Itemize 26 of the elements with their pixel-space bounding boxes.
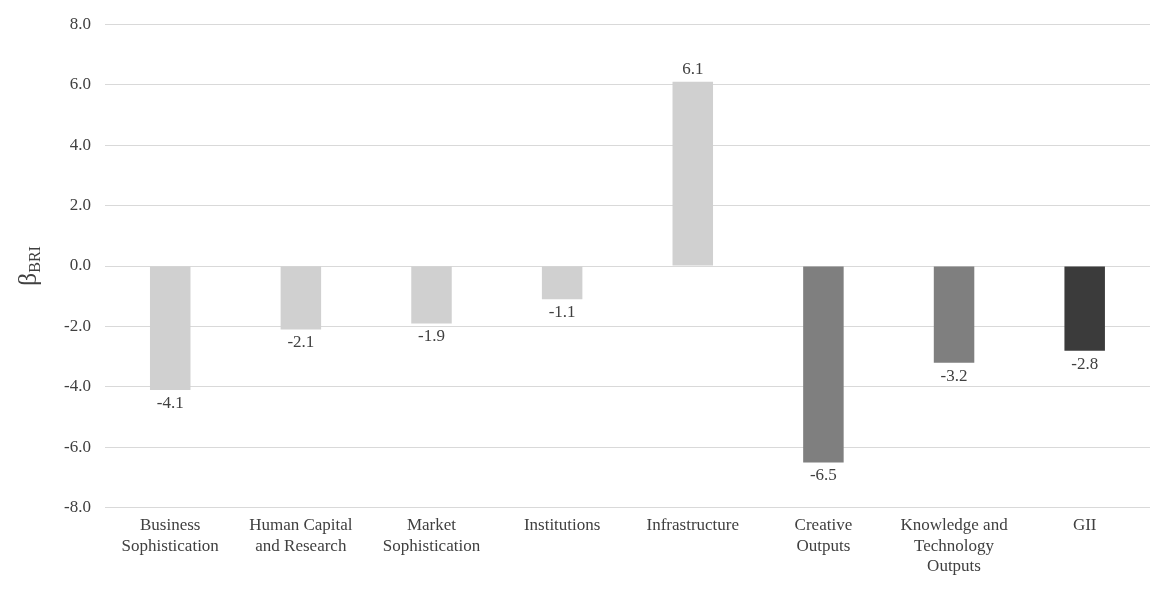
- data-label: 6.1: [682, 58, 704, 78]
- data-label: -2.8: [1071, 353, 1099, 373]
- y-tick-label: 2.0: [69, 195, 91, 215]
- y-tick-label: -8.0: [63, 497, 91, 517]
- x-tick-label: Institutions: [523, 515, 601, 535]
- y-tick-label: 8.0: [69, 13, 91, 33]
- x-tick-label: Knowledge and Technology Outputs: [900, 515, 1009, 576]
- data-label: -4.1: [156, 392, 184, 412]
- x-tick-label: Business Sophistication: [121, 515, 220, 555]
- y-tick-label: 4.0: [69, 134, 91, 154]
- y-tick-label: -2.0: [63, 315, 91, 335]
- y-tick-label: -4.0: [63, 376, 91, 396]
- data-label: -6.5: [809, 465, 837, 485]
- x-tick-label: Human Capital and Research: [249, 515, 353, 555]
- x-tick-label: Creative Outputs: [794, 515, 853, 555]
- data-label: -3.2: [940, 365, 968, 385]
- y-tick-label: 6.0: [69, 74, 91, 94]
- y-tick-label: 0.0: [69, 255, 91, 275]
- data-label: -2.1: [287, 332, 315, 352]
- x-tick-label: GII: [1072, 515, 1097, 535]
- x-tick-label: Market Sophistication: [382, 515, 481, 555]
- data-label: -1.1: [548, 302, 576, 322]
- y-tick-label: -6.0: [63, 436, 91, 456]
- data-label: -1.9: [418, 326, 445, 346]
- x-tick-label: Infrastructure: [646, 515, 740, 535]
- y-axis-title: βBRI: [13, 246, 43, 286]
